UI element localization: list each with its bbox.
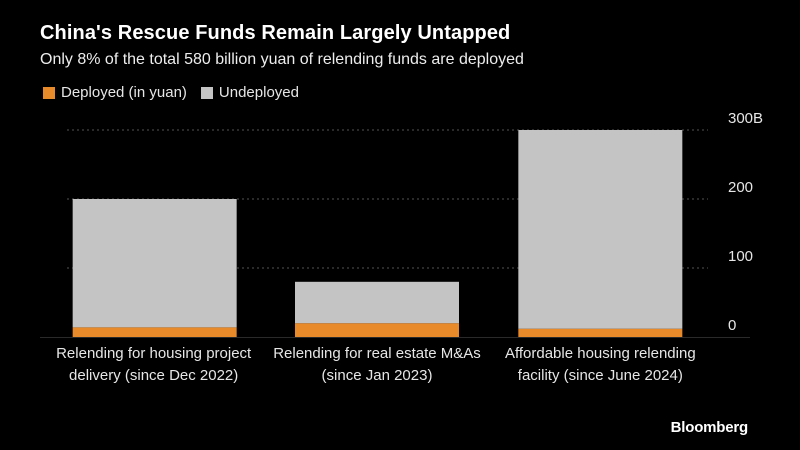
legend-label-deployed: Deployed (in yuan) <box>61 84 187 101</box>
legend-swatch-undeployed <box>200 86 213 99</box>
bar-undeployed-1 <box>295 281 459 324</box>
bar-deployed-1 <box>295 323 459 337</box>
bar-deployed-0 <box>72 327 237 337</box>
y-tick-label-100: 100 <box>728 248 753 265</box>
bar-deployed-2 <box>518 328 683 337</box>
chart-subtitle: Only 8% of the total 580 billion yuan of… <box>40 51 524 68</box>
y-tick-label-0: 0 <box>728 317 736 334</box>
chart-legend: Deployed (in yuan) Undeployed <box>43 84 313 101</box>
bloomberg-logo: Bloomberg <box>670 419 749 436</box>
y-tick-label-300: 300B <box>728 110 763 127</box>
category-label-2-line-1: facility (since June 2024) <box>518 367 683 384</box>
category-label-0-line-1: delivery (since Dec 2022) <box>69 367 238 384</box>
category-label-1-line-0: Relending for real estate M&As <box>273 345 481 362</box>
legend-item-undeployed: Undeployed <box>200 84 299 101</box>
category-label-0-line-0: Relending for housing project <box>56 345 252 362</box>
legend-swatch-deployed <box>43 86 55 99</box>
legend-label-undeployed: Undeployed <box>218 84 299 101</box>
category-label-1-line-1: (since Jan 2023) <box>322 367 433 384</box>
legend-item-deployed: Deployed (in yuan) <box>43 84 187 101</box>
category-label-2-line-0: Affordable housing relending <box>505 345 696 362</box>
chart-title: China's Rescue Funds Remain Largely Unta… <box>40 22 511 44</box>
bar-undeployed-0 <box>72 199 237 328</box>
bar-undeployed-2 <box>518 130 683 329</box>
y-tick-label-200: 200 <box>728 179 753 196</box>
